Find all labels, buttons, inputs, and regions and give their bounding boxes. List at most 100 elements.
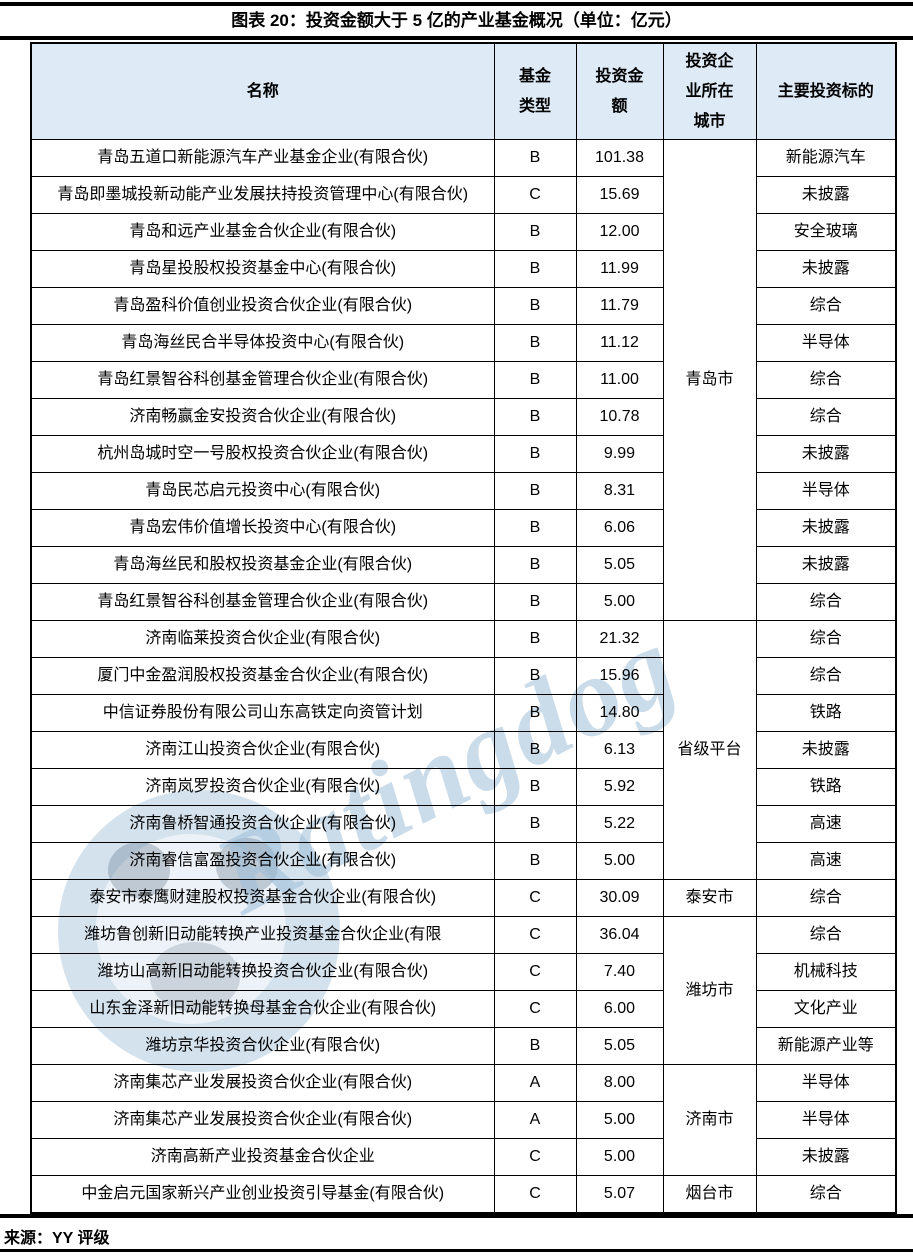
table-row: 中金启元国家新兴产业创业投资引导基金(有限合伙) C 5.07 烟台市 综合 <box>30 1175 897 1214</box>
amount-cell: 5.00 <box>575 583 664 621</box>
target-cell: 文化产业 <box>755 990 897 1028</box>
target-cell: 半导体 <box>755 324 897 362</box>
table-row: 青岛红景智谷科创基金管理合伙企业(有限合伙) B 11.00 综合 <box>30 361 897 399</box>
target-cell: 未披露 <box>755 731 897 769</box>
target-cell: 综合 <box>755 879 897 917</box>
name-cell: 厦门中金盈润股权投资基金合伙企业(有限合伙) <box>30 657 495 695</box>
type-cell: A <box>493 1101 577 1139</box>
name-cell: 泰安市泰鹰财建股权投资基金合伙企业(有限合伙) <box>30 879 495 917</box>
header-row: 名称 基金 类型 投资金 额 投资企 业所在 城市 主要投资标的 <box>30 42 897 140</box>
target-cell: 安全玻璃 <box>755 213 897 251</box>
type-cell: B <box>493 620 577 658</box>
table-row: 青岛盈科价值创业投资合伙企业(有限合伙) B 11.79 综合 <box>30 287 897 325</box>
amount-cell: 5.00 <box>575 1101 664 1139</box>
name-cell: 青岛星投股权投资基金中心(有限合伙) <box>30 250 495 288</box>
type-cell: B <box>493 842 577 880</box>
table-row: 潍坊京华投资合伙企业(有限合伙) B 5.05 新能源产业等 <box>30 1027 897 1065</box>
amount-cell: 5.00 <box>575 1138 664 1176</box>
table-row: 杭州岛城时空一号股权投资合伙企业(有限合伙) B 9.99 未披露 <box>30 435 897 473</box>
amount-cell: 5.07 <box>575 1175 664 1214</box>
title-separator-rule <box>0 36 913 40</box>
amount-cell: 11.79 <box>575 287 664 325</box>
target-cell: 综合 <box>755 583 897 621</box>
header-amount: 投资金 额 <box>575 42 664 140</box>
target-cell: 未披露 <box>755 546 897 584</box>
table-row: 青岛和远产业基金合伙企业(有限合伙) B 12.00 安全玻璃 <box>30 213 897 251</box>
table-row: 济南集芯产业发展投资合伙企业(有限合伙) A 8.00 济南市 半导体 <box>30 1064 897 1176</box>
amount-cell: 15.96 <box>575 657 664 695</box>
type-cell: B <box>493 657 577 695</box>
type-cell: B <box>493 324 577 362</box>
type-cell: B <box>493 583 577 621</box>
type-cell: C <box>493 176 577 214</box>
name-cell: 济南高新产业投资基金合伙企业 <box>30 1138 495 1176</box>
fund-table: 名称 基金 类型 投资金 额 投资企 业所在 城市 主要投资标的 青岛五道口新能… <box>30 42 897 1214</box>
type-cell: B <box>493 731 577 769</box>
target-cell: 综合 <box>755 398 897 436</box>
amount-cell: 5.05 <box>575 546 664 584</box>
table-row: 济南临莱投资合伙企业(有限合伙) B 21.32 省级平台 综合 <box>30 620 897 880</box>
target-cell: 未披露 <box>755 176 897 214</box>
name-cell: 山东金泽新旧动能转换母基金合伙企业(有限合伙) <box>30 990 495 1028</box>
table-row: 济南集芯产业发展投资合伙企业(有限合伙) A 5.00 半导体 <box>30 1101 897 1139</box>
target-cell: 综合 <box>755 916 897 954</box>
table-row: 济南岚罗投资合伙企业(有限合伙) B 5.92 铁路 <box>30 768 897 806</box>
header-target: 主要投资标的 <box>755 42 897 140</box>
table-row: 山东金泽新旧动能转换母基金合伙企业(有限合伙) C 6.00 文化产业 <box>30 990 897 1028</box>
city-cell: 青岛市 <box>662 139 757 621</box>
city-cell: 潍坊市 <box>662 916 757 1065</box>
type-cell: B <box>493 1027 577 1065</box>
name-cell: 青岛五道口新能源汽车产业基金企业(有限合伙) <box>30 139 495 177</box>
table-row: 济南畅赢金安投资合伙企业(有限合伙) B 10.78 综合 <box>30 398 897 436</box>
type-cell: A <box>493 1064 577 1102</box>
table-row: 青岛民芯启元投资中心(有限合伙) B 8.31 半导体 <box>30 472 897 510</box>
amount-cell: 5.00 <box>575 842 664 880</box>
amount-cell: 101.38 <box>575 139 664 177</box>
type-cell: B <box>493 694 577 732</box>
target-cell: 综合 <box>755 657 897 695</box>
name-cell: 青岛即墨城投新动能产业发展扶持投资管理中心(有限合伙) <box>30 176 495 214</box>
name-cell: 济南临莱投资合伙企业(有限合伙) <box>30 620 495 658</box>
type-cell: B <box>493 435 577 473</box>
city-cell: 济南市 <box>662 1064 757 1176</box>
name-cell: 潍坊山高新旧动能转换投资合伙企业(有限合伙) <box>30 953 495 991</box>
target-cell: 新能源产业等 <box>755 1027 897 1065</box>
type-cell: C <box>493 916 577 954</box>
target-cell: 高速 <box>755 842 897 880</box>
table-row: 青岛海丝民合半导体投资中心(有限合伙) B 11.12 半导体 <box>30 324 897 362</box>
target-cell: 新能源汽车 <box>755 139 897 177</box>
name-cell: 青岛宏伟价值增长投资中心(有限合伙) <box>30 509 495 547</box>
bottom-rule <box>0 1249 913 1252</box>
target-cell: 综合 <box>755 1175 897 1214</box>
target-cell: 未披露 <box>755 1138 897 1176</box>
amount-cell: 8.31 <box>575 472 664 510</box>
name-cell: 中金启元国家新兴产业创业投资引导基金(有限合伙) <box>30 1175 495 1214</box>
table-bottom-rule <box>0 1214 913 1218</box>
amount-cell: 11.00 <box>575 361 664 399</box>
type-cell: C <box>493 879 577 917</box>
target-cell: 高速 <box>755 805 897 843</box>
name-cell: 济南集芯产业发展投资合伙企业(有限合伙) <box>30 1064 495 1102</box>
target-cell: 未披露 <box>755 250 897 288</box>
type-cell: C <box>493 990 577 1028</box>
target-cell: 综合 <box>755 361 897 399</box>
name-cell: 济南岚罗投资合伙企业(有限合伙) <box>30 768 495 806</box>
name-cell: 济南畅赢金安投资合伙企业(有限合伙) <box>30 398 495 436</box>
target-cell: 半导体 <box>755 1064 897 1102</box>
target-cell: 综合 <box>755 287 897 325</box>
target-cell: 综合 <box>755 620 897 658</box>
name-cell: 潍坊京华投资合伙企业(有限合伙) <box>30 1027 495 1065</box>
type-cell: B <box>493 546 577 584</box>
table-row: 青岛星投股权投资基金中心(有限合伙) B 11.99 未披露 <box>30 250 897 288</box>
header-fund-type: 基金 类型 <box>493 42 577 140</box>
type-cell: B <box>493 287 577 325</box>
table-row: 潍坊山高新旧动能转换投资合伙企业(有限合伙) C 7.40 机械科技 <box>30 953 897 991</box>
target-cell: 机械科技 <box>755 953 897 991</box>
name-cell: 杭州岛城时空一号股权投资合伙企业(有限合伙) <box>30 435 495 473</box>
amount-cell: 9.99 <box>575 435 664 473</box>
table-row: 泰安市泰鹰财建股权投资基金合伙企业(有限合伙) C 30.09 泰安市 综合 <box>30 879 897 917</box>
amount-cell: 12.00 <box>575 213 664 251</box>
type-cell: C <box>493 1138 577 1176</box>
name-cell: 中信证券股份有限公司山东高铁定向资管计划 <box>30 694 495 732</box>
